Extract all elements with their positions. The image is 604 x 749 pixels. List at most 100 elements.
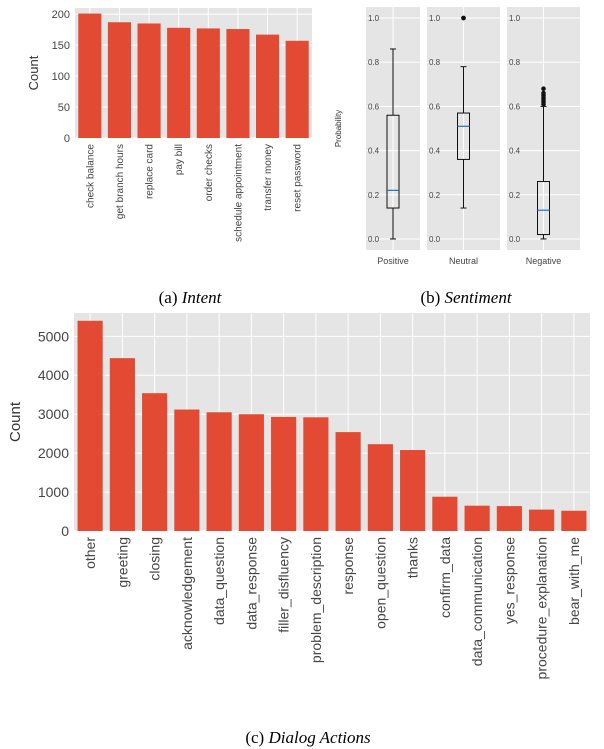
bar-yes-response (496, 506, 522, 531)
intent-bar-chart: 0 50 100 150 200 check balance get branch hour… (26, 8, 312, 242)
x-tick-label-check-balance: check balance (85, 144, 96, 208)
x-tick-label-confirm-data: confirm_data (437, 537, 453, 618)
caption-dialog-actions-label: (c) (245, 728, 264, 747)
y-tick-label: 0 (64, 133, 70, 145)
box (457, 112, 470, 160)
y-tick-label: 0.6 (509, 102, 521, 111)
box (537, 181, 550, 236)
bar-closing (142, 393, 168, 531)
bar-open-question (367, 444, 393, 531)
x-tick-label-acknowledgement: acknowledgement (179, 537, 195, 650)
y-tick-label: 0.0 (429, 235, 441, 244)
y-tick-label: 1.0 (368, 14, 380, 23)
box (386, 114, 400, 209)
bar-filler-disfluency (271, 416, 297, 531)
caption-dialog-actions: (c) Dialog Actions (245, 728, 371, 747)
dialog-actions-bar-chart: 0 1000 2000 3000 4000 5000 other greeting closin… (7, 313, 590, 679)
y-tick-label: 2000 (38, 445, 69, 461)
y-tick-label: 0.6 (429, 102, 441, 111)
x-tick-label-open-question: open_question (372, 537, 388, 629)
bar-get-branch-hours (107, 22, 131, 138)
bar-bear-with-me (561, 510, 587, 531)
y-tick-label: 0.8 (429, 58, 441, 67)
y-tick-label: 0.6 (368, 102, 380, 111)
y-tick-label: 0.2 (509, 191, 521, 200)
y-tick-label: 0.0 (368, 235, 380, 244)
caption-dialog-actions-title: Dialog Actions (267, 728, 371, 747)
caption-sentiment: (b) Sentiment (420, 288, 512, 307)
x-tick-label-response: response (340, 537, 356, 595)
x-tick-label-greeting: greeting (114, 537, 130, 588)
bar-greeting (109, 358, 135, 531)
y-tick-label: 0.0 (509, 235, 521, 244)
caption-intent: (a) Intent (159, 288, 223, 307)
y-axis-label: Count (7, 401, 24, 442)
outlier-point (461, 15, 466, 21)
y-axis-label: Count (26, 55, 41, 90)
bar-data-question (206, 412, 232, 531)
x-tick-label-get-branch-hours: get branch hours (115, 144, 126, 219)
box-panel-negative: 0.0 0.2 0.4 0.6 0.8 1.0 Negative (507, 7, 580, 266)
y-tick-label: 0.4 (368, 147, 380, 156)
caption-intent-title: Intent (181, 288, 223, 307)
x-tick-label-reset-password: reset password (293, 144, 304, 212)
x-tick-label-pay-bill: pay bill (174, 144, 185, 175)
bar-transfer-money (256, 34, 280, 138)
x-tick-label-yes-response: yes_response (501, 537, 517, 624)
sentiment-box-plots: 0.00.20.40.60.81.0Positive0.00.20.40.60.… (334, 7, 580, 266)
bar-procedure-explanation (529, 509, 555, 531)
x-tick-label-neutral: Neutral (449, 256, 478, 266)
y-tick-label: 1.0 (429, 14, 441, 23)
bar-confirm-data (432, 496, 458, 531)
bar-response (335, 432, 361, 531)
y-tick-label: 150 (52, 40, 70, 52)
y-tick-label: 0.4 (509, 147, 521, 156)
x-tick-label-problem-description: problem_description (308, 537, 324, 663)
x-tick-label-filler-disfluency: filler_disfluency (276, 537, 292, 633)
y-tick-label: 0.8 (509, 58, 521, 67)
bar-other (77, 320, 103, 531)
caption-sentiment-label: (b) (420, 288, 440, 307)
x-tick-label-negative: Negative (526, 256, 562, 266)
y-tick-label: 3000 (38, 406, 69, 422)
box-panel-neutral: 0.0 0.2 0.4 0.6 0.8 1.0 Neutral (427, 7, 500, 266)
x-tick-label-data-question: data_question (211, 537, 227, 625)
bar-reset-password (285, 40, 309, 138)
x-tick-label-order-checks: order checks (204, 144, 215, 201)
y-tick-label: 1000 (38, 484, 69, 500)
caption-intent-label: (a) (159, 288, 178, 307)
y-tick-label: 0.4 (429, 147, 441, 156)
bar-acknowledgement (174, 409, 200, 531)
x-tick-label-replace-card: replace card (145, 144, 156, 199)
bar-check-balance (78, 13, 102, 139)
x-tick-label-bear-with-me: bear_with_me (566, 537, 582, 625)
box-panel-positive: 0.0 0.2 0.4 0.6 0.8 1.0 Positive (366, 7, 420, 266)
y-tick-label: 200 (52, 9, 70, 21)
x-tick-label-data-response: data_response (243, 537, 259, 630)
y-tick-label: 0.2 (429, 191, 441, 200)
y-tick-label: 100 (52, 71, 70, 83)
x-tick-label-transfer-money: transfer money (263, 144, 274, 211)
y-tick-label: 50 (58, 102, 70, 114)
y-tick-label: 0 (61, 523, 69, 539)
y-tick-label: 4000 (38, 367, 69, 383)
bar-problem-description (303, 417, 329, 531)
y-tick-label: 5000 (38, 328, 69, 344)
bar-thanks (400, 450, 426, 531)
x-tick-label-procedure-explanation: procedure_explanation (534, 537, 550, 679)
x-tick-label-closing: closing (147, 537, 163, 581)
bar-order-checks (196, 28, 220, 138)
x-tick-label-other: other (82, 537, 98, 569)
caption-sentiment-title: Sentiment (445, 288, 513, 307)
y-tick-label: 0.8 (368, 58, 380, 67)
bar-data-response (238, 414, 264, 531)
bar-replace-card (137, 23, 161, 139)
y-tick-label: 1.0 (509, 14, 521, 23)
outlier-point (541, 90, 546, 96)
outlier-point (541, 86, 546, 92)
y-tick-label: 0.2 (368, 191, 380, 200)
x-tick-label-schedule-appointment: schedule appointment (233, 144, 244, 242)
x-tick-label-positive: Positive (377, 256, 409, 266)
x-tick-label-thanks: thanks (405, 537, 421, 578)
